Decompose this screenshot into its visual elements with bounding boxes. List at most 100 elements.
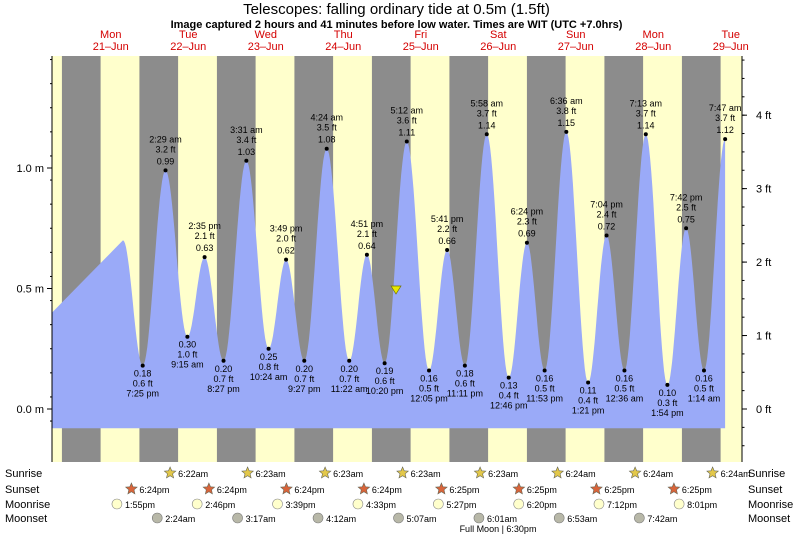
high-tide-m: 0.69 (518, 229, 536, 239)
moonrise-time: 2:46pm (205, 500, 235, 510)
day-name: Sat (490, 29, 507, 41)
moonset-time: 4:12am (326, 514, 356, 524)
low-tide-m: 0.20 (215, 364, 233, 374)
low-tide-time: 7:25 pm (126, 389, 159, 399)
moonrise-row-label-right: Moonrise (748, 499, 793, 511)
low-tide-m: 0.13 (500, 381, 518, 391)
day-name: Mon (100, 29, 121, 41)
moonrise-icon (513, 498, 524, 510)
low-tide-point (266, 346, 271, 351)
day-name: Mon (643, 29, 664, 41)
chart-title: Telescopes: falling ordinary tide at 0.5… (243, 1, 550, 18)
day-date: 28–Jun (635, 41, 671, 53)
high-tide-m: 1.08 (318, 135, 336, 145)
low-tide-time: 1:21 pm (572, 405, 605, 415)
moonset-icon (393, 512, 404, 524)
low-tide-m: 0.16 (616, 373, 634, 383)
high-tide-point (684, 226, 689, 231)
low-tide-point (382, 361, 387, 366)
full-moon-label: Full Moon | 6:30pm (460, 524, 537, 534)
low-tide-m: 0.11 (580, 385, 597, 395)
high-tide-point (524, 240, 529, 245)
high-tide-time: 2:29 am (149, 134, 182, 144)
high-tide-point (445, 247, 450, 252)
low-tide-time: 9:15 am (171, 360, 204, 370)
low-tide-point (701, 368, 706, 373)
high-tide-time: 3:49 pm (270, 224, 303, 234)
high-tide-ft: 2.4 ft (597, 209, 618, 219)
low-tide-ft: 0.4 ft (578, 395, 599, 405)
sunrise-time: 6:22am (178, 469, 208, 479)
high-tide-time: 6:36 am (550, 96, 583, 106)
moonset-time: 3:17am (246, 514, 276, 524)
high-tide-ft: 3.2 ft (156, 144, 177, 154)
low-tide-ft: 0.6 ft (133, 379, 154, 389)
sunset-row-label: Sunset (5, 484, 39, 496)
sunset-time: 6:25pm (604, 485, 634, 495)
sunset-time: 6:24pm (217, 485, 247, 495)
high-tide-m: 0.75 (677, 214, 695, 224)
right-axis-label: 2 ft (756, 257, 771, 269)
sunset-icon (279, 482, 293, 495)
sunrise-icon (318, 466, 332, 479)
moonrise-icon (352, 498, 364, 510)
moonrise-icon (191, 498, 203, 510)
sunrise-time: 6:23am (411, 469, 441, 479)
high-tide-m: 1.11 (398, 127, 415, 137)
low-tide-time: 10:24 am (250, 372, 288, 382)
sunrise-row-label-right: Sunrise (748, 468, 785, 480)
high-tide-m: 0.99 (157, 156, 175, 166)
sunrise-icon (628, 466, 642, 479)
left-axis-label: 0.5 m (16, 284, 44, 296)
high-tide-time: 5:58 am (471, 98, 504, 108)
right-axis-label: 3 ft (756, 184, 771, 196)
low-tide-ft: 0.6 ft (455, 379, 476, 389)
sunset-icon (357, 482, 371, 495)
low-tide-ft: 0.5 ft (419, 383, 440, 393)
moonrise-time: 4:33pm (366, 500, 396, 510)
high-tide-m: 1.12 (716, 125, 734, 135)
left-axis-label: 1.0 m (16, 163, 44, 175)
low-tide-time: 12:46 pm (490, 401, 528, 411)
sunset-icon (124, 482, 138, 495)
right-axis-label: 1 ft (756, 331, 771, 343)
moonrise-icon (433, 498, 444, 510)
sunset-time: 6:24pm (294, 485, 324, 495)
day-name: Tue (721, 29, 740, 41)
low-tide-time: 11:11 pm (447, 389, 483, 399)
high-tide-point (643, 132, 648, 137)
moonrise-time: 3:39pm (286, 500, 316, 510)
day-date: 21–Jun (93, 41, 129, 53)
day-name: Wed (255, 29, 277, 41)
day-name: Tue (179, 29, 198, 41)
low-tide-time: 1:14 am (688, 393, 721, 403)
high-tide-ft: 3.7 ft (636, 108, 657, 118)
day-date: 22–Jun (170, 41, 206, 53)
low-tide-point (542, 368, 547, 373)
moonrise-time: 7:12pm (607, 500, 637, 510)
moonset-icon (473, 512, 485, 524)
high-tide-m: 0.64 (358, 241, 376, 251)
low-tide-point (221, 358, 226, 363)
low-tide-m: 0.16 (536, 373, 554, 383)
sunset-time: 6:25pm (527, 485, 557, 495)
sunrise-time: 6:24am (721, 469, 751, 479)
moonset-time: 6:01am (487, 514, 517, 524)
sunrise-time: 6:23am (333, 469, 363, 479)
high-tide-m: 0.63 (196, 243, 214, 253)
high-tide-time: 7:42 pm (670, 192, 703, 202)
low-tide-m: 0.18 (134, 369, 152, 379)
high-tide-point (284, 257, 289, 262)
sunset-time: 6:25pm (682, 485, 712, 495)
low-tide-m: 0.10 (659, 388, 677, 398)
low-tide-m: 0.20 (296, 364, 314, 374)
low-tide-point (302, 358, 307, 363)
high-tide-time: 5:12 am (391, 105, 424, 115)
low-tide-point (347, 358, 352, 363)
high-tide-m: 0.62 (277, 246, 295, 256)
chart-subtitle: Image captured 2 hours and 41 minutes be… (170, 19, 623, 31)
right-axis-label: 4 ft (756, 110, 771, 122)
current-tide-marker (390, 285, 402, 295)
low-tide-time: 11:22 am (331, 384, 368, 394)
high-tide-ft: 2.5 ft (676, 202, 697, 212)
